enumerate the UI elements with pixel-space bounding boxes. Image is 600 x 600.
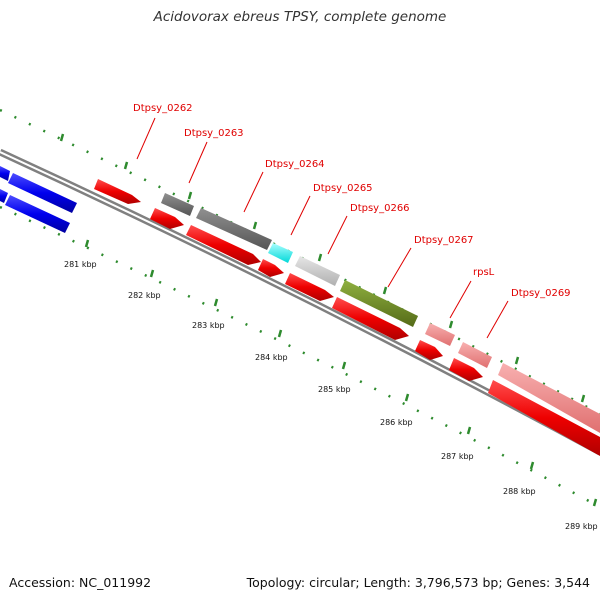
gene-red-inner-4	[285, 273, 334, 301]
kbp-label: 286 kbp	[380, 418, 413, 427]
gene-dtpsy-0262-outer	[94, 179, 141, 204]
gene-red-inner-5	[332, 297, 409, 340]
gene-dtpsy-0269-outer	[458, 342, 492, 368]
outer-tick-ring	[0, 108, 600, 416]
gene-blue-outer	[0, 166, 10, 181]
kbp-label: 284 kbp	[255, 353, 288, 362]
gene-red-inner-2	[186, 225, 261, 265]
genome-summary-text: Topology: circular; Length: 3,796,573 bp…	[246, 575, 590, 590]
gene-rpsl-outer	[425, 323, 455, 346]
label-leaders	[136, 117, 509, 339]
gene-red-inner-1	[150, 208, 184, 229]
kbp-label: 282 kbp	[128, 291, 161, 300]
gene-label-dtpsy-0266: Dtpsy_0266	[350, 203, 410, 214]
gene-blue-inner-2	[5, 195, 70, 233]
kbp-label: 281 kbp	[64, 260, 97, 269]
gene-labels: Dtpsy_0262 Dtpsy_0263 Dtpsy_0264 Dtpsy_0…	[133, 103, 571, 299]
kbp-label: 288 kbp	[503, 487, 536, 496]
gene-blue-outer-2	[8, 173, 77, 213]
inner-tick-ring	[0, 205, 600, 509]
kbp-label: 289 kbp	[565, 522, 598, 531]
kbp-label: 283 kbp	[192, 321, 225, 330]
gene-red-inner-3	[258, 259, 284, 277]
gene-dtpsy-0266-outer	[295, 256, 340, 286]
gene-label-dtpsy-0264: Dtpsy_0264	[265, 159, 325, 170]
gene-dtpsy-0263-outer	[161, 193, 194, 216]
kbp-labels: 281 kbp 282 kbp 283 kbp 284 kbp 285 kbp …	[64, 260, 598, 531]
kbp-label: 285 kbp	[318, 385, 351, 394]
gene-dtpsy-0265-outer	[268, 243, 293, 263]
map-title: Acidovorax ebreus TPSY, complete genome	[153, 9, 447, 25]
gene-label-dtpsy-0262: Dtpsy_0262	[133, 103, 193, 114]
gene-pink-outer-2	[498, 363, 600, 433]
gene-dtpsy-0267-outer	[340, 280, 418, 327]
gene-label-dtpsy-0263: Dtpsy_0263	[184, 128, 244, 139]
gene-label-dtpsy-0265: Dtpsy_0265	[313, 183, 373, 194]
gene-red-inner-8	[488, 380, 600, 456]
gene-dtpsy-0264-outer	[196, 208, 272, 250]
genome-backbone	[0, 148, 600, 456]
gene-red-inner-6	[415, 340, 443, 360]
gene-label-dtpsy-0267: Dtpsy_0267	[414, 235, 474, 246]
accession-text: Accession: NC_011992	[9, 575, 152, 590]
gene-label-rpsl: rpsL	[473, 267, 495, 278]
gene-blue-inner	[0, 189, 8, 203]
gene-red-inner-7	[449, 358, 483, 381]
outer-feature-track[interactable]	[0, 166, 600, 433]
gene-label-dtpsy-0269: Dtpsy_0269	[511, 288, 571, 299]
kbp-label: 287 kbp	[441, 452, 474, 461]
inner-feature-track[interactable]	[0, 189, 600, 456]
